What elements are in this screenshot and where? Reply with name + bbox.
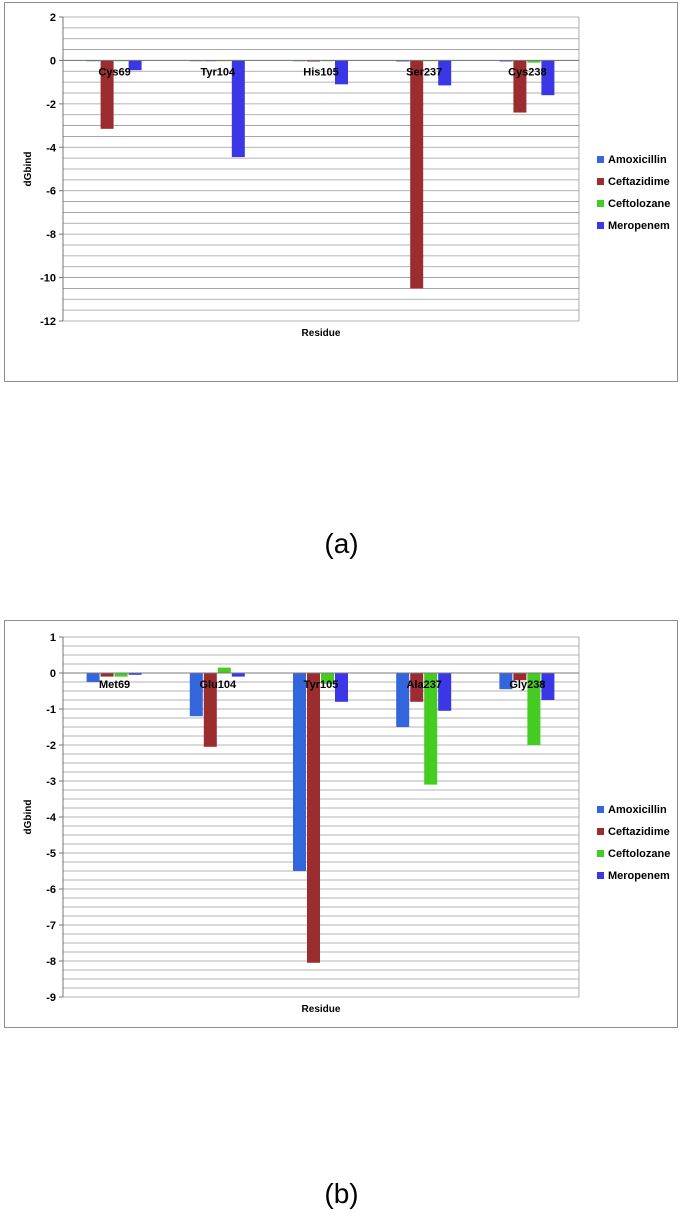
- bar-ceftazidime-his105: [307, 60, 320, 62]
- bar-amoxicillin-gly238: [499, 673, 513, 690]
- legend-label-amoxicillin: Amoxicillin: [608, 154, 667, 166]
- y-tick-label: -4: [46, 812, 57, 824]
- legend-swatch-ceftazidime: [597, 178, 604, 185]
- y-tick-label: -8: [46, 229, 56, 241]
- x-category-label: Tyr105: [304, 679, 339, 691]
- y-tick-label: -8: [46, 956, 56, 968]
- x-category-label: Gly238: [509, 679, 545, 691]
- x-category-label: Ser237: [406, 66, 442, 78]
- y-tick-label: 2: [50, 12, 56, 24]
- legend-swatch-amoxicillin: [597, 806, 604, 813]
- y-tick-label: -4: [46, 142, 57, 154]
- bar-ceftolozane-met69: [114, 673, 128, 677]
- y-tick-label: -2: [46, 99, 56, 111]
- bar-ceftolozane-glu104: [217, 667, 231, 673]
- y-axis-title: dGbind: [23, 800, 34, 835]
- legend-swatch-ceftolozane: [597, 850, 604, 857]
- legend-swatch-ceftolozane: [597, 200, 604, 207]
- bar-meropenem-gly238: [541, 673, 555, 700]
- bar-ceftolozane-cys238: [527, 60, 541, 63]
- bar-meropenem-ser237: [438, 60, 452, 86]
- y-tick-label: -1: [46, 704, 56, 716]
- legend-swatch-amoxicillin: [597, 156, 604, 163]
- x-category-label: Met69: [99, 679, 130, 691]
- bar-meropenem-glu104: [231, 673, 245, 677]
- legend-label-amoxicillin: Amoxicillin: [608, 804, 667, 816]
- y-tick-label: -2: [46, 740, 56, 752]
- y-tick-label: -12: [40, 316, 56, 328]
- caption-a: (a): [324, 528, 359, 559]
- bar-ceftazidime-met69: [100, 673, 114, 677]
- legend-label-ceftolozane: Ceftolozane: [608, 848, 670, 860]
- bar-amoxicillin-met69: [86, 673, 100, 682]
- bar-meropenem-tyr104: [231, 60, 245, 158]
- legend-swatch-ceftazidime: [597, 828, 604, 835]
- x-category-label: Tyr104: [200, 66, 236, 78]
- chart-a-svg: 2 0 -2 -4 -6 -8 -10 -12 dGbind Cys69 Tyr104 His105 S…: [23, 12, 670, 339]
- bar-ceftolozane-gly238: [527, 673, 541, 745]
- y-tick-label: 0: [50, 668, 56, 680]
- bar-ceftazidime-ser237: [410, 60, 424, 289]
- x-axis-title: Residue: [302, 1004, 341, 1015]
- bar-meropenem-his105: [335, 60, 348, 85]
- legend-label-meropenem: Meropenem: [608, 870, 670, 882]
- bar-meropenem-cys238: [541, 60, 555, 96]
- bar-meropenem-ala237: [438, 673, 452, 711]
- x-category-label: Ala237: [406, 679, 441, 691]
- y-tick-label: -10: [40, 273, 56, 285]
- x-axis-title: Residue: [302, 328, 341, 339]
- y-tick-label: -5: [46, 848, 56, 860]
- bar-meropenem-tyr105: [335, 673, 348, 702]
- bar-ceftolozane-ala237: [424, 673, 438, 785]
- caption-b: (b): [324, 1178, 359, 1209]
- chart-b-svg: 1 0 -1 -2 -3 -4 -5 -6 -7 -8 -9 dGbind Met69 Glu104 Tyr…: [23, 632, 670, 1015]
- bar-amoxicillin-cys238: [499, 60, 513, 62]
- bar-ceftazidime-glu104: [203, 673, 217, 747]
- legend-swatch-meropenem: [597, 222, 604, 229]
- x-category-label: Cys238: [508, 66, 547, 78]
- bar-meropenem-cys69: [128, 60, 142, 71]
- bar-ceftolozane-tyr105: [321, 673, 334, 684]
- y-tick-label: -9: [46, 992, 56, 1004]
- y-tick-label: -3: [46, 776, 56, 788]
- legend-label-ceftazidime: Ceftazidime: [608, 826, 670, 838]
- bar-ceftazidime-cys238: [513, 60, 527, 113]
- bar-ceftazidime-ala237: [410, 673, 424, 702]
- y-axis-title: dGbind: [23, 152, 34, 187]
- x-category-label: Glu104: [199, 679, 237, 691]
- x-category-label: His105: [303, 66, 338, 78]
- bar-ceftazidime-tyr105: [307, 673, 320, 963]
- y-tick-label: 1: [50, 632, 56, 644]
- bar-amoxicillin-ala237: [396, 673, 410, 727]
- y-tick-label: -6: [46, 884, 56, 896]
- bar-ceftazidime-cys69: [100, 60, 114, 129]
- bar-amoxicillin-glu104: [189, 673, 203, 717]
- y-tick-label: -6: [46, 186, 56, 198]
- bar-meropenem-met69: [128, 673, 142, 675]
- x-category-label: Cys69: [98, 66, 130, 78]
- y-tick-label: -7: [46, 920, 56, 932]
- legend-label-ceftolozane: Ceftolozane: [608, 198, 670, 210]
- chart-panel-b: 1 0 -1 -2 -3 -4 -5 -6 -7 -8 -9 dGbind Met69 Glu104 Tyr…: [4, 620, 678, 1028]
- legend-label-ceftazidime: Ceftazidime: [608, 176, 670, 188]
- chart-panel-a: 2 0 -2 -4 -6 -8 -10 -12 dGbind Cys69 Tyr104 His105 S…: [4, 2, 678, 382]
- y-tick-label: 0: [50, 55, 56, 67]
- bar-amoxicillin-ser237: [396, 60, 410, 62]
- bar-ceftazidime-gly238: [513, 673, 527, 681]
- legend-swatch-meropenem: [597, 872, 604, 879]
- bar-amoxicillin-tyr105: [293, 673, 306, 871]
- legend-label-meropenem: Meropenem: [608, 220, 670, 232]
